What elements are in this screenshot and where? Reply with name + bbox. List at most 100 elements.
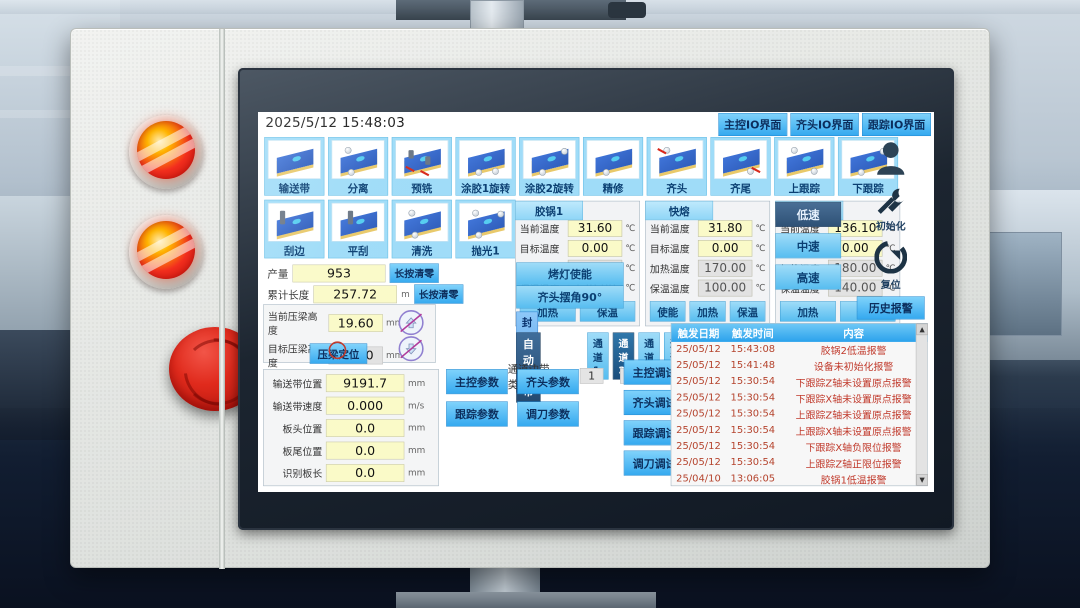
knife-params-button[interactable]: 调刀参数 [517, 401, 579, 427]
tail-align-board-icon [714, 140, 767, 179]
process-card-flat-scrape[interactable]: 平刮 [328, 199, 389, 259]
alarm-time: 15:30:54 [730, 440, 776, 452]
speed-high-button[interactable]: 高速 [775, 264, 842, 290]
table-row[interactable]: 25/05/12 15:30:54 上跟踪Z轴未设置原点报警 [671, 407, 927, 423]
indicator-lamp-bottom-light [137, 221, 195, 279]
alarm-time: 15:30:54 [730, 456, 776, 468]
temp-label: 保温温度 [649, 283, 690, 295]
table-row[interactable]: 25/05/12 15:30:54 上跟踪X轴未设置原点报警 [671, 423, 927, 439]
user-icon[interactable] [857, 141, 925, 178]
process-card-glue2-rotate[interactable]: 涂胶2旋转 [519, 137, 580, 196]
nav-tracking-io-button[interactable]: 跟踪IO界面 [862, 113, 931, 137]
table-row[interactable]: 25/05/12 15:30:54 下跟踪Z轴未设置原点报警 [671, 374, 927, 390]
process-card-glue1-rotate[interactable]: 涂胶1旋转 [455, 137, 516, 196]
quickmelt-heat-button[interactable]: 加热 [689, 301, 726, 322]
temp-value-current[interactable]: 31.80 [697, 220, 753, 237]
gluepot2-heat-button[interactable]: 加热 [780, 301, 836, 322]
speed-low-button[interactable]: 低速 [775, 201, 842, 227]
head-swing-90-button[interactable]: 齐头摆角90° [516, 285, 624, 309]
process-card-scrape-edge[interactable]: 刮边 [264, 199, 325, 259]
alarm-col-date: 触发日期 [677, 327, 720, 340]
temp-value-heat[interactable]: 180.00 [828, 259, 883, 277]
press-current-unit: mm [386, 317, 404, 329]
temp-value-target[interactable]: 0.00 [567, 240, 623, 257]
scroll-up-icon[interactable]: ▲ [916, 323, 928, 336]
head-params-button[interactable]: 齐头参数 [517, 369, 579, 395]
conveyor-value[interactable]: 0.0 [325, 419, 405, 437]
process-card-separation[interactable]: 分离 [328, 137, 389, 196]
temp-unit: ℃ [625, 243, 636, 254]
clean-board-icon [395, 202, 449, 242]
process-card-polish1[interactable]: 抛光1 [455, 199, 516, 259]
screen-header: 2025/5/12 15:48:03 主控IO界面 齐头IO界面 跟踪IO界面 [258, 112, 934, 137]
conveyor-value[interactable]: 0.0 [325, 464, 405, 482]
temp-value-current[interactable]: 31.60 [567, 220, 623, 237]
process-card-head-align[interactable]: 齐头 [646, 137, 707, 196]
table-row[interactable]: 25/04/10 13:06:05 胶锅1低温报警 [671, 471, 927, 487]
conveyor-value[interactable]: 9191.7 [325, 374, 405, 393]
temp-label: 当前温度 [519, 223, 560, 236]
temp-value-heat[interactable]: 170.00 [697, 259, 753, 277]
temp-value-target[interactable]: 0.00 [697, 240, 753, 257]
scrape-edge-board-icon [267, 202, 321, 242]
wrench-screwdriver-icon[interactable] [857, 186, 925, 218]
alarm-content: 上跟踪Z轴未设置原点报警 [795, 409, 912, 422]
press-current-value[interactable]: 19.60 [328, 314, 383, 332]
separation-board-icon [331, 140, 385, 179]
conveyor-row: 输送带速度 0.000 m/s [268, 396, 438, 415]
indicator-lamp-top[interactable] [129, 115, 203, 189]
alarm-content: 下跟踪Z轴未设置原点报警 [795, 377, 912, 389]
alarm-time: 13:06:05 [730, 472, 776, 485]
nav-head-io-button[interactable]: 齐头IO界面 [790, 113, 860, 137]
support-base-plate [396, 592, 656, 608]
conveyor-row: 输送带位置 9191.7 mm [268, 374, 438, 393]
conveyor-value[interactable]: 0.0 [325, 441, 405, 460]
process-card-finish-trim[interactable]: 精修 [582, 137, 644, 196]
process-card-conveyor[interactable]: 输送带 [264, 137, 325, 196]
length-clear-button[interactable]: 长按清零 [413, 284, 464, 304]
indicator-lamp-bottom[interactable] [129, 215, 203, 289]
temp-value-keep[interactable]: 100.00 [697, 279, 753, 297]
process-label: 上跟踪 [788, 182, 820, 195]
process-card-premill[interactable]: 预铣 [391, 137, 452, 196]
quickmelt-enable-button[interactable]: 使能 [649, 301, 686, 322]
process-card-upper-track[interactable]: 上跟踪 [774, 137, 835, 196]
alarm-scrollbar[interactable]: ▲ ▼ [915, 323, 928, 486]
table-row[interactable]: 25/05/12 15:30:54 上跟踪Z轴正限位报警 [671, 455, 927, 471]
temp-panel-title: 胶锅1 [515, 200, 583, 221]
output-clear-button[interactable]: 长按清零 [389, 263, 439, 283]
reset-icon[interactable] [857, 240, 925, 276]
parameter-button-group: 主控参数 齐头参数 跟踪参数 调刀参数 [446, 369, 579, 427]
temp-unit: ℃ [885, 243, 896, 254]
conveyor-value[interactable]: 0.000 [325, 396, 405, 415]
channel-type-value-1[interactable]: 1 [579, 368, 604, 384]
process-card-clean[interactable]: 清洗 [391, 199, 452, 259]
process-card-tail-align[interactable]: 齐尾 [710, 137, 771, 196]
table-row[interactable]: 25/05/12 15:30:54 下跟踪X轴未设置原点报警 [671, 390, 927, 406]
arrow-down-disabled-icon[interactable] [398, 336, 424, 362]
process-label: 抛光1 [471, 244, 500, 258]
table-row[interactable]: 25/05/12 15:30:54 下跟踪X轴负限位报警 [671, 439, 927, 455]
press-locate-disabled-marker [328, 341, 347, 360]
conveyor-panel: 输送带位置 9191.7 mm 输送带速度 0.000 m/s 板头位置 0.0… [263, 369, 439, 487]
press-current-label: 当前压梁高度 [267, 311, 318, 337]
table-row[interactable]: 25/05/12 15:41:48 设备未初始化报警 [671, 358, 927, 374]
history-alarm-button[interactable]: 历史报警 [856, 296, 925, 320]
output-value[interactable]: 953 [292, 264, 386, 283]
scroll-down-icon[interactable]: ▼ [916, 474, 928, 486]
overhead-junction-box [608, 2, 646, 18]
temp-value-target[interactable]: 0.00 [828, 240, 883, 257]
length-value[interactable]: 257.72 [313, 285, 397, 303]
alarm-col-time: 触发时间 [731, 327, 774, 340]
table-row[interactable]: 25/05/12 15:43:08 胶锅2低温报警 [671, 342, 927, 358]
nav-main-io-button[interactable]: 主控IO界面 [718, 113, 788, 137]
temp-row: 保温温度 100.00 ℃ [649, 279, 765, 297]
quickmelt-keep-warm-button[interactable]: 保温 [729, 301, 766, 322]
alarm-col-content: 内容 [843, 327, 865, 340]
speed-medium-button[interactable]: 中速 [775, 233, 842, 259]
tracking-params-button[interactable]: 跟踪参数 [446, 401, 508, 427]
main-params-button[interactable]: 主控参数 [446, 369, 508, 395]
bake-lamp-enable-button[interactable]: 烤灯使能 [516, 262, 624, 286]
temp-value-current[interactable]: 136.10 [828, 220, 883, 237]
arrow-up-disabled-icon[interactable] [398, 310, 424, 336]
